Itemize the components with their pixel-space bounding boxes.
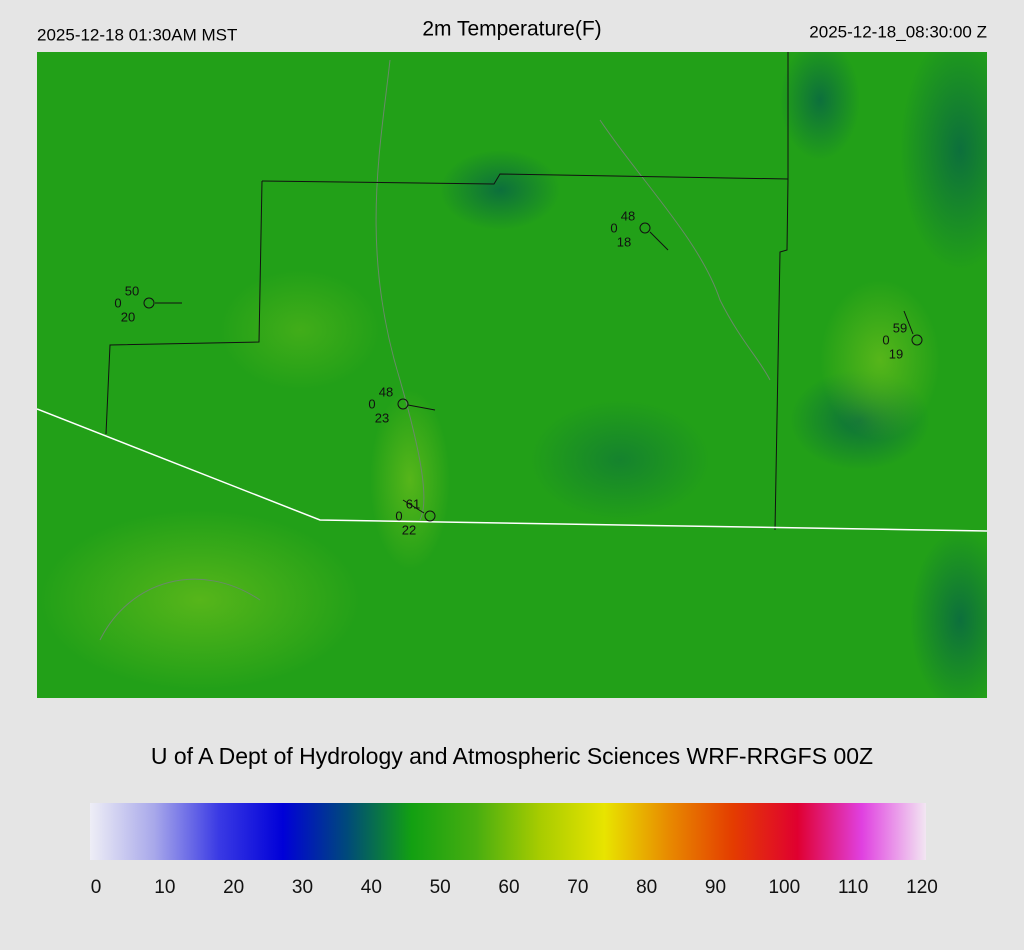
colorbar-tick-label: 80 [636, 877, 657, 898]
colorbar-tick-label: 40 [361, 877, 382, 898]
map-title: 2m Temperature(F) [422, 18, 601, 41]
station-plot: 59 019 [882, 310, 923, 361]
temperature: 48 [621, 208, 635, 223]
colorbar-tick-label: 50 [430, 877, 451, 898]
temperature: 48 [379, 384, 393, 399]
colorbar-tick-label: 70 [567, 877, 588, 898]
dewpoint: 18 [617, 234, 631, 249]
dewpoint: 23 [375, 410, 389, 425]
colorbar-tick-label: 110 [838, 877, 868, 898]
station-circle [397, 398, 409, 410]
colorbar-tick-label: 20 [223, 877, 244, 898]
wind-barb [649, 231, 669, 251]
station-circle [424, 510, 436, 522]
wind-barb [903, 310, 914, 335]
pressure: 0 [610, 220, 617, 235]
map-area [37, 52, 987, 698]
wind-barb [402, 499, 425, 514]
station-circle [143, 297, 155, 309]
valid-time-local: 2025-12-18 01:30AM MST [37, 25, 237, 44]
pressure: 0 [368, 396, 375, 411]
pressure: 0 [882, 332, 889, 347]
valid-time-utc: 2025-12-18_08:30:00 Z [809, 22, 987, 41]
colorbar [90, 803, 926, 860]
pressure: 0 [395, 508, 402, 523]
station-plot: 48 023 [368, 384, 436, 425]
station-circle [911, 334, 923, 346]
station-plot: 50 020 [114, 283, 182, 324]
dewpoint: 20 [121, 309, 135, 324]
temperature: 50 [125, 283, 139, 298]
dewpoint: 19 [889, 346, 903, 361]
pressure: 0 [114, 295, 121, 310]
dewpoint: 22 [402, 522, 416, 537]
station-plot: 48 018 [610, 208, 669, 251]
colorbar-tick-label: 60 [498, 877, 519, 898]
station-plot: 61 022 [395, 496, 436, 537]
temperature: 61 [406, 496, 420, 511]
colorbar-tick-label: 120 [906, 877, 938, 898]
colorbar-tick-label: 90 [705, 877, 726, 898]
colorbar-tick-label: 0 [91, 877, 102, 898]
colorbar-tick-label: 30 [292, 877, 313, 898]
station-circle [639, 222, 651, 234]
wind-barb [407, 404, 436, 411]
credit: U of A Dept of Hydrology and Atmospheric… [151, 743, 873, 769]
colorbar-tick-label: 10 [154, 877, 175, 898]
temperature: 59 [893, 320, 907, 335]
colorbar-tick-label: 100 [768, 877, 800, 898]
